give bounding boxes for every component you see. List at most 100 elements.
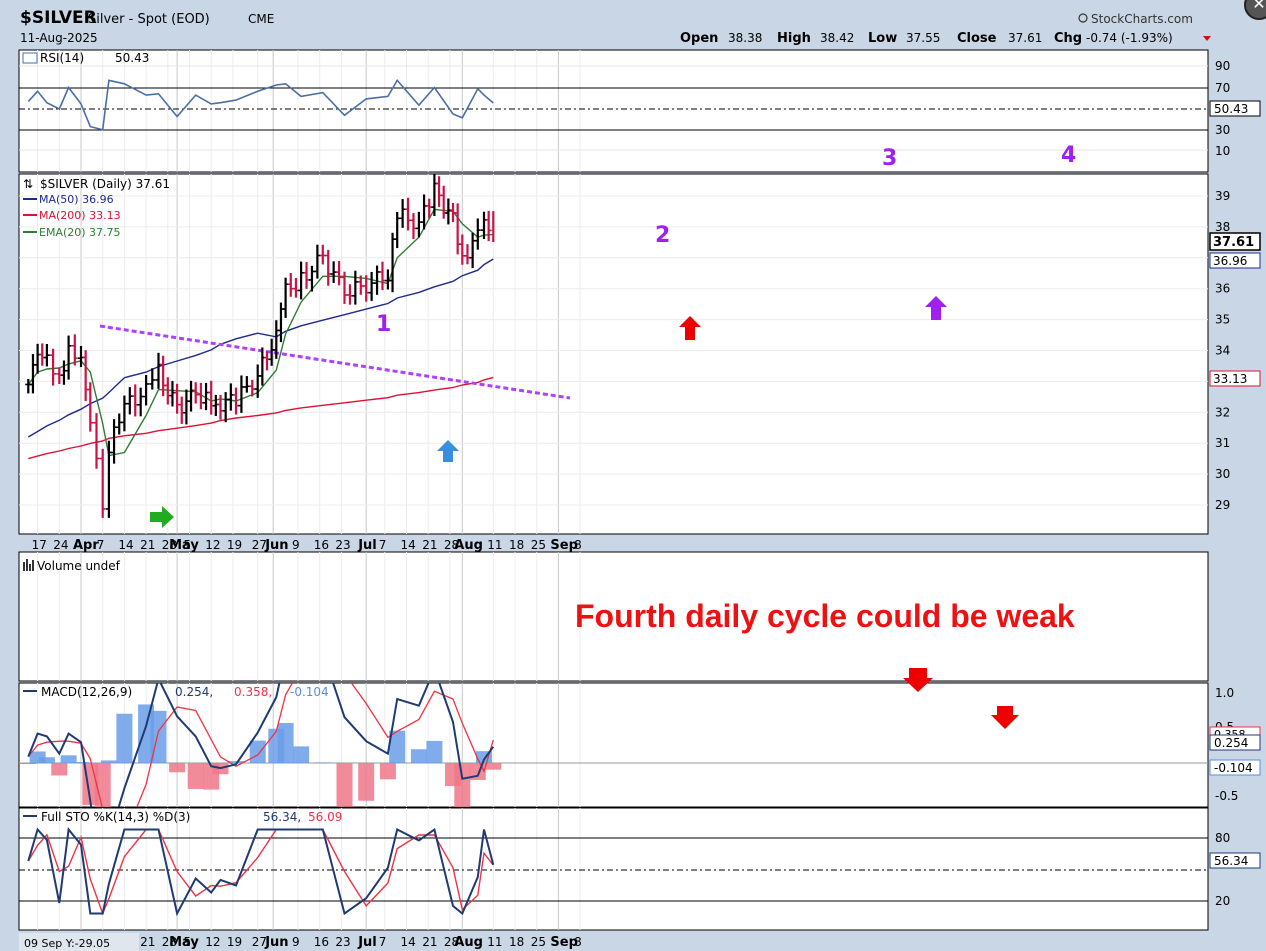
x-tick-label: 28 xyxy=(162,538,177,552)
downtrend-line xyxy=(99,324,571,400)
macd-hist-bar xyxy=(454,763,471,807)
macd-hist-bar xyxy=(138,704,155,763)
macd-hist-bar xyxy=(379,763,396,780)
sto-tick: 80 xyxy=(1215,831,1230,845)
rsi-legend-icon xyxy=(22,52,38,64)
x-tick-label: Jul xyxy=(357,538,377,553)
macd-legend: MACD(12,26,9) 0.254, 0.358, -0.104 xyxy=(23,685,329,699)
ma200-line xyxy=(28,376,494,460)
rsi-legend: RSI(14) 50.43 xyxy=(22,51,149,65)
red-down-arrow-icon xyxy=(903,668,933,692)
red-down-arrow-icon xyxy=(991,706,1019,729)
x-tick-label: 25 xyxy=(531,538,546,552)
close-value: 37.61 xyxy=(1008,31,1042,45)
macd-hist-bar xyxy=(249,740,266,763)
red-up-arrow-icon xyxy=(679,316,701,340)
ma50-line xyxy=(27,258,494,438)
rsi-tick: 30 xyxy=(1215,123,1230,137)
rsi-tick: 10 xyxy=(1215,144,1230,158)
price-tick: 35 xyxy=(1215,313,1230,327)
x-tick-label: 11 xyxy=(487,935,502,949)
x-tick-label: 21 xyxy=(422,935,437,949)
macd-tag-text: 0.254 xyxy=(1214,736,1248,750)
copyright-icon xyxy=(1078,13,1088,23)
macd-hist-bar xyxy=(336,763,353,807)
macd-hist-bar xyxy=(20,763,37,764)
price-label: $SILVER (Daily) 37.61 xyxy=(40,177,170,191)
price-bars xyxy=(25,174,495,518)
macd-hist-bar xyxy=(476,751,492,763)
ma200-label: MA(200) 33.13 xyxy=(39,209,121,222)
close-tag-text: 37.61 xyxy=(1213,235,1254,250)
chg-value: -0.74 (-1.93%) xyxy=(1086,31,1173,45)
ema20-label: EMA(20) 37.75 xyxy=(39,226,121,239)
x-tick-label: Apr xyxy=(73,538,99,553)
sto-k-value: 56.34, xyxy=(263,810,301,824)
price-tags: 37.61 36.96 33.13 xyxy=(1209,232,1261,387)
chart-instrument-name: Silver - Spot (EOD) xyxy=(88,12,210,27)
rsi-gridlines xyxy=(19,65,1208,151)
macd-hist-bar xyxy=(228,761,244,763)
wave-label-2: 2 xyxy=(655,223,670,248)
x-tick-label: 21 xyxy=(140,538,155,552)
macd-signal-line xyxy=(27,683,494,807)
rsi-tick: 70 xyxy=(1215,81,1230,95)
macd-signal-value: 0.358, xyxy=(234,685,272,699)
price-panel xyxy=(18,173,1209,535)
macd-hist-bar xyxy=(187,763,204,789)
price-tick: 39 xyxy=(1215,189,1230,203)
green-right-arrow-icon xyxy=(150,506,174,528)
macd-hist-bar xyxy=(293,746,310,763)
macd-hist-bar xyxy=(314,762,331,764)
x-tick-label: 7 xyxy=(379,538,387,552)
macd-tick: -0.5 xyxy=(1215,789,1238,803)
macd-hist-bar xyxy=(60,755,77,763)
vertical-gridlines xyxy=(37,50,581,930)
x-tick-label: May xyxy=(169,538,199,553)
wave-label-1: 1 xyxy=(376,312,391,337)
x-tick-label: 28 xyxy=(162,935,177,949)
x-tick-label: Aug xyxy=(454,538,483,553)
chart-exchange: CME xyxy=(248,12,274,26)
x-tick-label: 9 xyxy=(292,538,300,552)
price-legend-icon: ⇅ xyxy=(23,177,33,191)
x-tick-label: 23 xyxy=(335,935,350,949)
price-tick: 30 xyxy=(1215,467,1230,481)
sto-tick: 20 xyxy=(1215,894,1230,908)
x-tick-label: 14 xyxy=(401,935,416,949)
x-tick-label: Jun xyxy=(264,935,288,950)
ohlc-readout: Open 38.38 High 38.42 Low 37.55 Close 37… xyxy=(680,31,1211,46)
close-tag xyxy=(1209,232,1261,251)
macd-hist-tag-text: -0.104 xyxy=(1214,761,1253,775)
x-tick-label: 24 xyxy=(53,538,68,552)
volume-panel xyxy=(18,551,1209,682)
sto-tag xyxy=(1209,852,1261,869)
ma50-label: MA(50) 36.96 xyxy=(39,193,114,206)
volume-label: Volume undef xyxy=(37,559,121,573)
x-tick-label: 12 xyxy=(205,538,220,552)
x-tick-label: Jun xyxy=(264,538,288,553)
macd-hist-bar xyxy=(426,740,443,763)
macd-tick: 1.0 xyxy=(1215,686,1234,700)
x-tick-label: 5 xyxy=(184,538,192,552)
x-tick-label: 28 xyxy=(444,538,459,552)
sto-label: Full STO %K(14,3) %D(3) xyxy=(41,810,190,824)
close-icon[interactable]: ✕ xyxy=(1244,0,1266,20)
price-tick: 36 xyxy=(1215,282,1230,296)
x-tick-label: Aug xyxy=(454,935,483,950)
x-tick-label: 25 xyxy=(531,935,546,949)
macd-hist-bar xyxy=(410,749,427,763)
chart-symbol: $SILVER xyxy=(20,8,97,28)
ma50-tag xyxy=(1209,252,1261,269)
macd-line xyxy=(27,683,495,807)
x-tick-label: 17 xyxy=(32,538,47,552)
rsi-axis: 90 70 30 10 50.43 xyxy=(1209,59,1261,158)
macd-hist-bar xyxy=(389,730,406,763)
x-tick-label: 16 xyxy=(314,935,329,949)
rsi-label: RSI(14) xyxy=(40,51,84,65)
macd-axis: 1.0 0.5 -0.5 0.358 0.254 -0.104 xyxy=(1209,686,1261,803)
x-tick-label: 14 xyxy=(118,538,133,552)
close-label: Close xyxy=(957,31,997,46)
price-tick: 31 xyxy=(1215,436,1230,450)
